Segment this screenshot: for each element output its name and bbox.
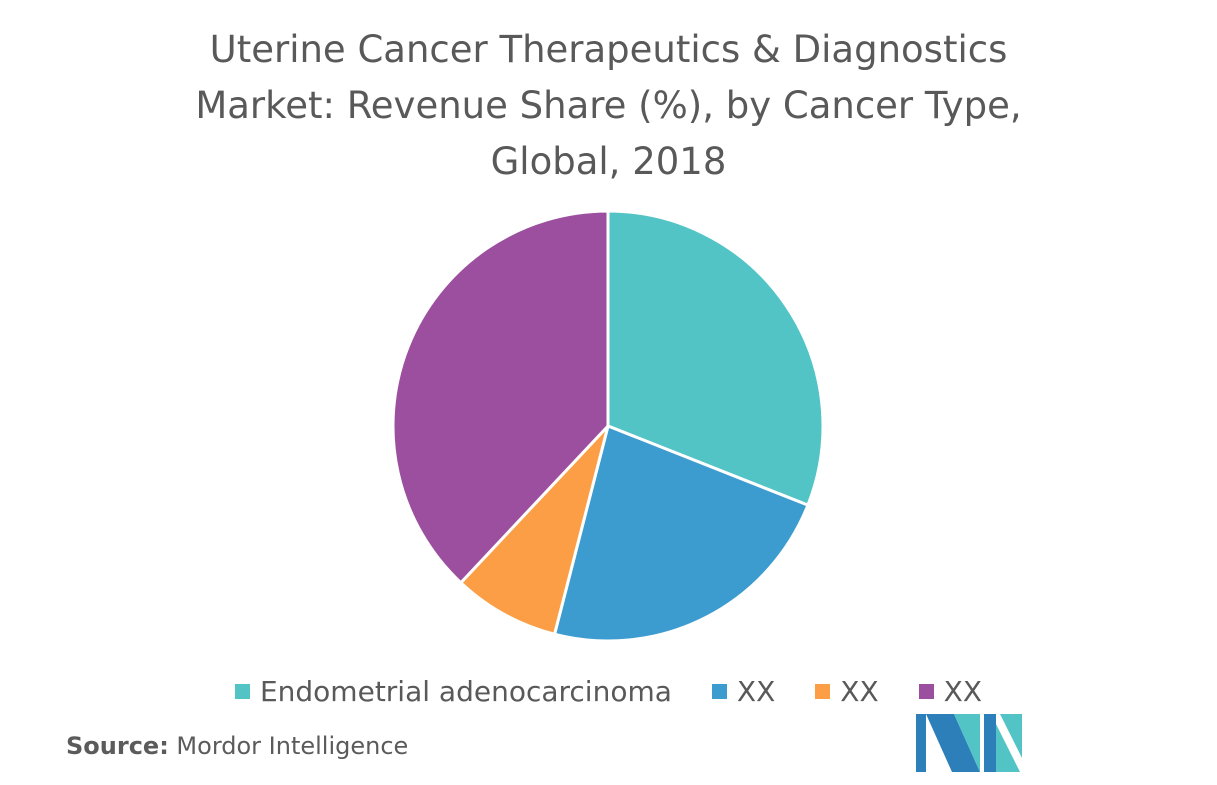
legend-item: XX [711, 674, 776, 708]
legend-item: XX [918, 674, 983, 708]
chart-title-line: Uterine Cancer Therapeutics & Diagnostic… [209, 28, 1008, 71]
logo-shape [926, 714, 980, 772]
pie-slice-1 [606, 209, 825, 507]
legend-swatch [234, 683, 250, 699]
chart-title-line: Global, 2018 [490, 140, 727, 183]
legend-item: Endometrial adenocarcinoma [234, 674, 672, 708]
logo-shape [954, 714, 980, 772]
legend-swatch [711, 683, 727, 699]
pie-slice-4 [391, 209, 610, 585]
logo-shape [916, 714, 926, 772]
logo-shape [984, 714, 996, 772]
legend-label: XX [943, 674, 983, 708]
source-text: Mordor Intelligence [168, 732, 409, 760]
chart-title: Uterine Cancer Therapeutics & Diagnostic… [0, 22, 1217, 190]
logo-shape [1000, 714, 1022, 758]
pie-slices [391, 209, 825, 643]
legend-label: XX [840, 674, 879, 708]
legend: Endometrial adenocarcinoma XX XX XX [0, 668, 1217, 714]
chart-title-line: Market: Revenue Share (%), by Cancer Typ… [195, 84, 1022, 127]
logo-shape [996, 724, 1020, 772]
source-note: Source: Mordor Intelligence [66, 732, 408, 760]
legend-item: XX [815, 674, 879, 708]
legend-swatch [918, 683, 934, 699]
pie-slice-3 [459, 424, 610, 636]
legend-swatch [815, 683, 831, 699]
mordor-intelligence-logo [916, 714, 1022, 772]
legend-label: XX [736, 674, 776, 708]
legend-label: Endometrial adenocarcinoma [259, 674, 672, 708]
pie-slice-2 [553, 424, 810, 643]
source-label: Source: [66, 732, 169, 760]
